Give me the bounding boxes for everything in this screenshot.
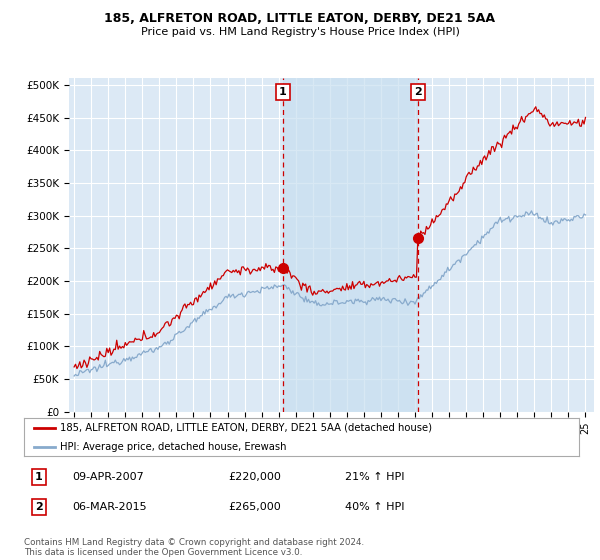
Text: 1: 1 bbox=[35, 472, 43, 482]
Text: 185, ALFRETON ROAD, LITTLE EATON, DERBY, DE21 5AA (detached house): 185, ALFRETON ROAD, LITTLE EATON, DERBY,… bbox=[60, 423, 432, 433]
Text: 185, ALFRETON ROAD, LITTLE EATON, DERBY, DE21 5AA: 185, ALFRETON ROAD, LITTLE EATON, DERBY,… bbox=[104, 12, 496, 25]
Text: 21% ↑ HPI: 21% ↑ HPI bbox=[345, 472, 404, 482]
Text: HPI: Average price, detached house, Erewash: HPI: Average price, detached house, Erew… bbox=[60, 442, 287, 452]
Bar bbox=[283, 78, 418, 412]
Text: 2: 2 bbox=[35, 502, 43, 512]
Text: Contains HM Land Registry data © Crown copyright and database right 2024.
This d: Contains HM Land Registry data © Crown c… bbox=[24, 538, 364, 557]
Text: 2: 2 bbox=[414, 87, 422, 97]
Text: 09-APR-2007: 09-APR-2007 bbox=[72, 472, 144, 482]
Text: £220,000: £220,000 bbox=[228, 472, 281, 482]
Text: 40% ↑ HPI: 40% ↑ HPI bbox=[345, 502, 404, 512]
Text: Price paid vs. HM Land Registry's House Price Index (HPI): Price paid vs. HM Land Registry's House … bbox=[140, 27, 460, 37]
Text: £265,000: £265,000 bbox=[228, 502, 281, 512]
Text: 1: 1 bbox=[279, 87, 287, 97]
Text: 06-MAR-2015: 06-MAR-2015 bbox=[72, 502, 146, 512]
